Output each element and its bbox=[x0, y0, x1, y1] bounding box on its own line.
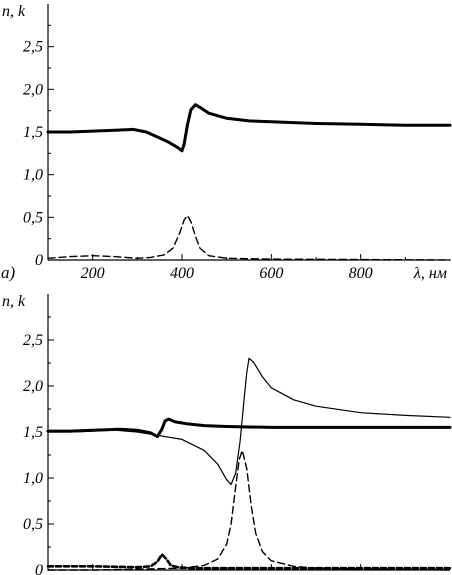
x-tick-label: 800 bbox=[349, 265, 373, 282]
series-line-dashed bbox=[47, 449, 451, 571]
panel-label: а) bbox=[1, 263, 16, 282]
series-line-thin-solid bbox=[47, 357, 451, 485]
y-tick-label: 1,0 bbox=[23, 167, 43, 184]
y-tick-label: 1,0 bbox=[23, 470, 43, 487]
y-tick-label: 2,5 bbox=[23, 332, 43, 349]
y-tick-label: 0 bbox=[35, 252, 43, 269]
y-axis-label: n, k bbox=[2, 293, 26, 310]
y-tick-label: 2,0 bbox=[23, 378, 43, 395]
series-line-thick-solid bbox=[46, 417, 452, 439]
x-tick-label: 600 bbox=[259, 265, 283, 282]
y-tick-label: 0,5 bbox=[23, 209, 43, 226]
series-line-dashed bbox=[47, 214, 451, 261]
series-line-thick-solid bbox=[46, 103, 452, 153]
y-tick-label: 0 bbox=[35, 562, 43, 575]
x-tick-label: 400 bbox=[170, 265, 194, 282]
y-tick-label: 1,5 bbox=[23, 124, 43, 141]
x-tick-label: 200 bbox=[81, 265, 105, 282]
y-axis-label: n, k bbox=[2, 3, 26, 20]
series-line-dashed-heavy bbox=[46, 553, 452, 570]
y-tick-label: 0,5 bbox=[23, 516, 43, 533]
chart-panel-b: 0 0,5 1,0 1,5 2,0 2,5 n, k bbox=[2, 293, 452, 575]
y-tick-label: 2,0 bbox=[23, 81, 43, 98]
y-tick-label: 1,5 bbox=[23, 424, 43, 441]
chart-panel-a: 0 0,5 1,0 1,5 2,0 2,5 200 400 600 800 n, k λ, нм а) bbox=[1, 3, 452, 282]
x-axis-label: λ, нм bbox=[413, 265, 447, 282]
y-tick-label: 2,5 bbox=[23, 39, 43, 56]
